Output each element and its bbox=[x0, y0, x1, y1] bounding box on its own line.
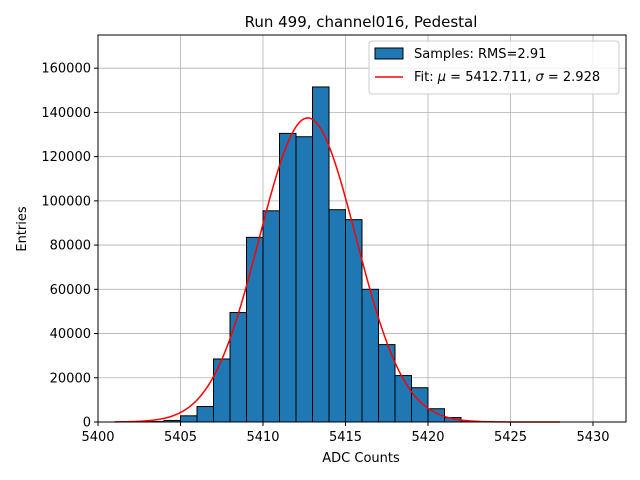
legend-fit-sigma-value: = 2.928 bbox=[544, 70, 600, 85]
histogram-bar bbox=[180, 415, 198, 423]
y-tick-label: 0 bbox=[83, 416, 91, 431]
x-tick-label: 5400 bbox=[81, 430, 114, 445]
legend-fit-mu-value: = 5412.711, bbox=[446, 70, 535, 85]
legend-fit-sigma-symbol: σ bbox=[536, 70, 545, 85]
y-tick-label: 40000 bbox=[50, 327, 91, 342]
y-axis-label: Entries bbox=[15, 206, 30, 252]
y-axis-ticks: 0 20000 40000 60000 80000 100000 120000 140000 1… bbox=[41, 62, 98, 431]
x-tick-label: 5420 bbox=[411, 430, 444, 445]
legend-box bbox=[368, 40, 620, 95]
legend-fit-mu-symbol: μ bbox=[437, 70, 446, 85]
histogram-bar bbox=[328, 209, 346, 423]
x-tick-label: 5410 bbox=[246, 430, 279, 445]
histogram-bar bbox=[196, 406, 214, 423]
plot-frame bbox=[97, 34, 627, 423]
histogram-bar bbox=[394, 375, 412, 423]
y-tick-label: 100000 bbox=[41, 194, 91, 209]
histogram-bar bbox=[262, 210, 280, 423]
legend-fit-label: Fit: μ = 5412.711, σ = 2.928 bbox=[414, 70, 600, 85]
legend-samples-swatch bbox=[374, 47, 404, 60]
histogram-bar bbox=[411, 387, 429, 423]
histogram-bar bbox=[229, 312, 247, 423]
x-axis-ticks: 5400 5405 5410 5415 5420 5425 5430 bbox=[81, 422, 610, 445]
x-tick-label: 5405 bbox=[164, 430, 197, 445]
y-tick-label: 120000 bbox=[41, 150, 91, 165]
y-tick-label: 60000 bbox=[50, 283, 91, 298]
x-tick-label: 5425 bbox=[494, 430, 527, 445]
y-tick-label: 140000 bbox=[41, 106, 91, 121]
legend: Samples: RMS=2.91 Fit: μ = 5412.711, σ =… bbox=[368, 40, 620, 95]
legend-fit-prefix: Fit: bbox=[414, 70, 438, 85]
x-axis-label: ADC Counts bbox=[322, 451, 400, 466]
histogram-bar bbox=[279, 132, 297, 423]
x-tick-label: 5430 bbox=[576, 430, 609, 445]
grid-layer bbox=[97, 35, 626, 423]
y-tick-label: 160000 bbox=[41, 62, 91, 77]
y-tick-label: 80000 bbox=[50, 239, 91, 254]
histogram-bar bbox=[246, 236, 264, 423]
legend-samples-label: Samples: RMS=2.91 bbox=[414, 47, 546, 62]
chart-title: Run 499, channel016, Pedestal bbox=[245, 13, 478, 31]
histogram-bar bbox=[295, 136, 313, 423]
x-tick-label: 5415 bbox=[329, 430, 362, 445]
y-tick-label: 20000 bbox=[50, 371, 91, 386]
histogram-bar bbox=[312, 86, 330, 423]
histogram-bar bbox=[213, 358, 231, 423]
